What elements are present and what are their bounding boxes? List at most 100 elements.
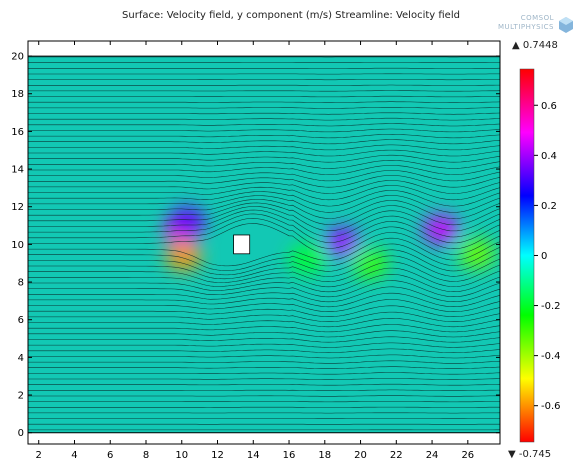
streamline xyxy=(28,209,500,238)
streamline xyxy=(28,299,500,312)
x-tick-label: 10 xyxy=(175,450,188,461)
field-blob xyxy=(324,227,361,258)
streamline xyxy=(28,149,500,157)
colorbar-tick-label: 0.4 xyxy=(541,151,557,162)
streamline xyxy=(28,218,500,249)
streamline xyxy=(28,117,500,121)
streamline xyxy=(28,112,500,115)
streamline xyxy=(28,195,500,213)
logo-text-2: MULTIPHYSICS xyxy=(497,23,554,31)
streamline xyxy=(28,237,500,267)
streamline xyxy=(28,107,500,109)
streamline xyxy=(28,243,500,271)
streamline xyxy=(28,305,500,317)
plot-frame xyxy=(27,40,501,445)
colorbar-tick-label: 0 xyxy=(541,251,547,262)
x-tick-label: 16 xyxy=(283,450,296,461)
streamline xyxy=(28,101,500,103)
y-tick-label: 8 xyxy=(18,278,24,289)
x-tick-label: 26 xyxy=(461,450,474,461)
comsol-logo: COMSOL MULTIPHYSICS xyxy=(498,14,576,40)
x-tick-label: 20 xyxy=(354,450,367,461)
streamline xyxy=(28,134,500,139)
x-tick-label: 22 xyxy=(390,450,403,461)
x-tick-label: 24 xyxy=(426,450,439,461)
y-tick-label: 16 xyxy=(11,127,24,138)
streamline xyxy=(28,336,500,343)
triangle-up-icon: ▲ xyxy=(512,40,520,51)
streamline xyxy=(28,185,500,201)
streamline xyxy=(28,354,500,359)
streamline xyxy=(28,123,500,127)
streamline xyxy=(28,249,500,276)
y-tick-label: 18 xyxy=(11,89,24,100)
logo-text-1: COMSOL xyxy=(520,14,554,22)
streamline xyxy=(28,165,500,175)
y-tick-label: 2 xyxy=(18,391,24,402)
colorbar-min-label: ▼ -0.745 xyxy=(508,449,551,460)
streamline xyxy=(28,154,500,163)
y-tick-label: 20 xyxy=(11,52,24,63)
colorbar-min-value: -0.745 xyxy=(518,449,552,460)
field-blob xyxy=(165,240,202,271)
streamline xyxy=(28,372,500,375)
streamline xyxy=(28,213,500,244)
colorbar-tick-label: 0.6 xyxy=(541,101,557,112)
colorbar-tick-label: 0.2 xyxy=(541,201,557,212)
streamline xyxy=(28,144,500,151)
y-tick-label: 0 xyxy=(18,428,24,439)
field-blob xyxy=(351,248,388,279)
obstacle-square xyxy=(233,234,251,255)
plot-title: Surface: Velocity field, y component (m/… xyxy=(122,10,460,21)
streamline xyxy=(28,286,500,303)
colorbar-max-label: ▲ 0.7448 xyxy=(512,40,558,51)
streamline xyxy=(28,190,500,207)
streamline xyxy=(28,95,500,98)
streamline xyxy=(28,311,500,322)
colorbar-tick-label: -0.2 xyxy=(541,301,561,312)
streamline xyxy=(28,261,500,283)
x-tick-label: 12 xyxy=(211,450,224,461)
streamline xyxy=(28,199,500,219)
streamline xyxy=(28,160,500,169)
streamline xyxy=(28,348,500,353)
x-tick-label: 14 xyxy=(247,450,260,461)
streamline xyxy=(28,202,500,226)
y-tick-label: 6 xyxy=(18,315,24,326)
flow-domain xyxy=(28,56,500,433)
streamline xyxy=(28,267,500,288)
triangle-down-icon: ▼ xyxy=(508,449,516,460)
colorbar-max-value: 0.7448 xyxy=(522,40,558,51)
field-blob xyxy=(169,206,206,237)
streamline xyxy=(28,292,500,308)
streamline xyxy=(28,274,500,293)
y-tick-label: 12 xyxy=(11,202,24,213)
logo-mark-icon xyxy=(559,17,573,33)
streamline xyxy=(28,342,500,348)
streamline xyxy=(28,223,500,255)
streamline xyxy=(28,84,500,86)
streamline xyxy=(28,255,500,280)
field-blob xyxy=(288,244,325,275)
x-tick-label: 4 xyxy=(71,450,77,461)
streamline xyxy=(28,366,500,369)
streamline xyxy=(28,128,500,133)
y-tick-label: 14 xyxy=(11,165,24,176)
streamline xyxy=(28,360,500,364)
colorbar xyxy=(519,68,535,443)
streamline xyxy=(28,324,500,333)
streamline xyxy=(28,175,500,188)
streamline xyxy=(28,330,500,338)
streamline xyxy=(28,280,500,298)
streamline xyxy=(28,378,500,380)
streamline xyxy=(28,383,500,386)
x-tick-label: 6 xyxy=(107,450,113,461)
x-tick-label: 8 xyxy=(143,450,149,461)
y-tick-label: 10 xyxy=(11,240,24,251)
x-tick-label: 18 xyxy=(318,450,331,461)
colorbar-tick-label: -0.6 xyxy=(541,401,561,412)
streamline xyxy=(28,206,500,232)
y-tick-label: 4 xyxy=(18,353,24,364)
streamline xyxy=(28,318,500,328)
